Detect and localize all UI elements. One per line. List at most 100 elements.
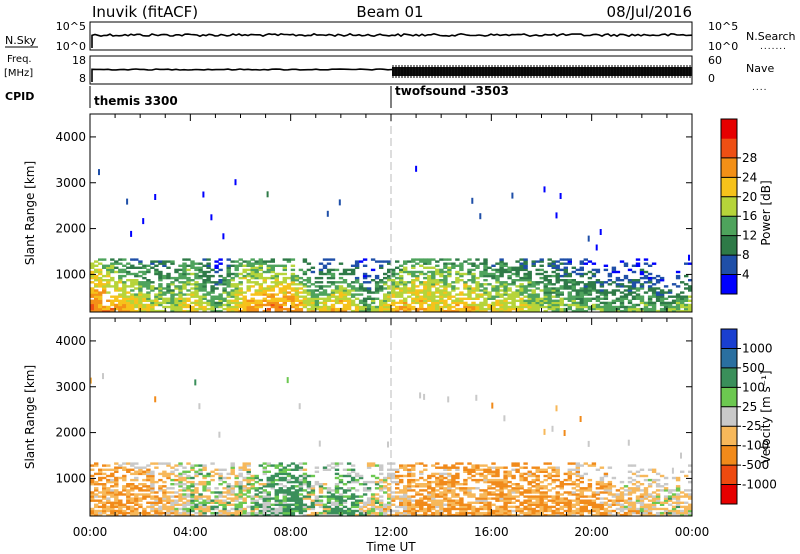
- velocity-cell: [675, 487, 681, 490]
- velocity-colorbar-segment: [721, 445, 737, 466]
- power-cell: [523, 258, 528, 261]
- velocity-colorbar-label: 100: [742, 380, 765, 394]
- power-cell: [154, 299, 159, 302]
- velocity-cell: [451, 464, 456, 467]
- power-cell: [270, 303, 275, 307]
- velocity-cell: [427, 497, 432, 500]
- velocity-cell: [318, 489, 324, 492]
- power-cell: [270, 293, 275, 296]
- power-cell: [262, 297, 267, 300]
- power-cell: [547, 264, 552, 267]
- power-cell: [399, 299, 404, 302]
- velocity-cell: [350, 495, 356, 498]
- velocity-cell: [134, 476, 139, 480]
- velocity-cell: [611, 485, 617, 488]
- power-cell: [443, 281, 448, 284]
- power-cell: [186, 309, 191, 313]
- power-cell: [194, 276, 199, 280]
- velocity-cell: [575, 483, 580, 486]
- velocity-cell: [463, 468, 468, 471]
- power-cell: [555, 266, 560, 269]
- power-cell: [98, 281, 103, 284]
- nave-ticks: [392, 65, 691, 78]
- velocity-cell: [639, 468, 645, 471]
- power-cell: [114, 303, 119, 307]
- power-cell: [214, 283, 219, 286]
- power-cell: [659, 293, 665, 296]
- power-cell: [146, 268, 151, 272]
- power-cell: [688, 299, 693, 302]
- velocity-cell: [599, 507, 605, 511]
- velocity-cell: [334, 503, 340, 506]
- power-cell: [110, 309, 115, 313]
- velocity-cell: [647, 511, 653, 515]
- power-cell: [254, 293, 259, 296]
- power-cell: [182, 272, 187, 276]
- power-cell: [162, 297, 167, 300]
- power-cell: [431, 303, 436, 307]
- power-cell: [270, 264, 275, 267]
- velocity-cell: [138, 499, 143, 502]
- power-cell: [234, 303, 239, 307]
- power-cell: [603, 307, 609, 311]
- power-cell: [567, 299, 572, 302]
- power-cell: [250, 297, 255, 300]
- velocity-cell: [362, 509, 368, 513]
- velocity-cell: [423, 485, 428, 488]
- power-cell: [206, 293, 211, 296]
- power-cell: [130, 230, 133, 237]
- velocity-cell: [403, 493, 408, 496]
- velocity-cell: [94, 472, 99, 476]
- velocity-cell: [575, 489, 580, 492]
- power-cell: [342, 297, 348, 300]
- velocity-cell: [274, 464, 279, 467]
- velocity-cell: [302, 489, 308, 492]
- velocity-cell: [579, 464, 584, 467]
- velocity-cell: [126, 468, 131, 471]
- power-cell: [370, 279, 376, 282]
- velocity-cell: [170, 499, 175, 502]
- power-cell: [330, 307, 336, 311]
- velocity-cell: [114, 466, 119, 469]
- velocity-cell: [366, 507, 372, 511]
- power-cell: [411, 270, 416, 274]
- power-cell: [407, 289, 412, 292]
- velocity-cell: [419, 497, 424, 500]
- power-cell: [206, 291, 211, 294]
- velocity-cell: [126, 511, 131, 515]
- velocity-cell: [294, 480, 300, 484]
- velocity-cell: [250, 501, 255, 504]
- velocity-cell: [262, 485, 267, 488]
- power-cell: [387, 295, 392, 298]
- power-cell: [643, 276, 649, 280]
- velocity-cell: [627, 497, 633, 500]
- power-cell: [330, 309, 336, 313]
- velocity-cell: [615, 497, 621, 500]
- power-cell: [266, 307, 271, 311]
- velocity-cell: [399, 501, 404, 504]
- power-cell: [415, 289, 420, 292]
- velocity-cell: [651, 501, 657, 504]
- velocity-cell: [379, 509, 384, 513]
- power-cell: [459, 274, 464, 278]
- velocity-cell: [631, 489, 637, 492]
- velocity-cell: [531, 489, 536, 492]
- velocity-cell: [587, 487, 593, 490]
- velocity-cell: [150, 476, 155, 480]
- velocity-cell: [182, 472, 187, 476]
- velocity-cell: [282, 472, 287, 476]
- power-cell: [94, 301, 99, 305]
- power-cell: [423, 285, 428, 288]
- power-cell: [459, 272, 464, 276]
- velocity-cell: [395, 480, 400, 484]
- power-cell: [130, 295, 135, 298]
- velocity-cell: [346, 509, 352, 513]
- velocity-cell: [250, 507, 255, 511]
- velocity-cell: [102, 373, 104, 380]
- power-cell: [499, 285, 504, 288]
- power-cell: [523, 262, 528, 265]
- velocity-cell: [202, 503, 207, 506]
- power-cell: [431, 270, 436, 274]
- power-cell: [194, 303, 199, 307]
- power-cell: [178, 307, 183, 311]
